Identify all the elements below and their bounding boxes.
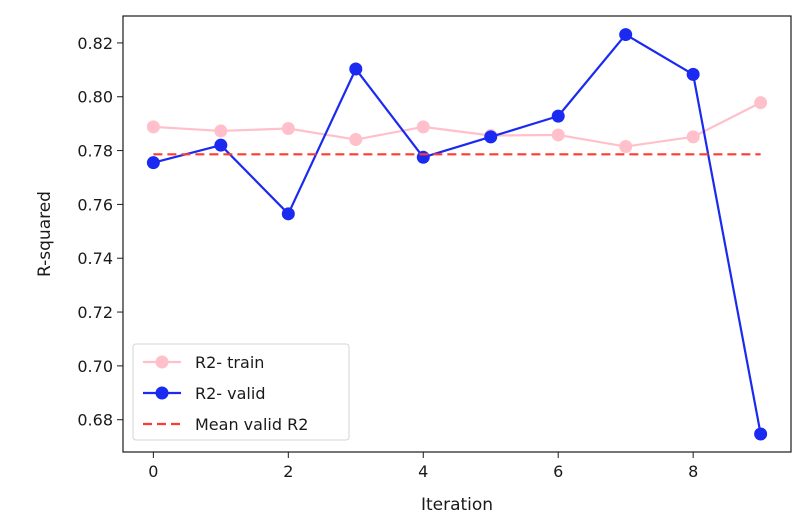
series-0-point	[214, 124, 228, 138]
series-0-point	[146, 120, 160, 134]
series-0-point	[754, 96, 768, 110]
legend-label: R2- train	[195, 353, 264, 372]
series-0-point	[551, 128, 565, 142]
legend-label: Mean valid R2	[195, 415, 308, 434]
series-1-point	[281, 207, 295, 221]
series-1-point	[146, 156, 160, 170]
x-axis-ticks: 0 2 4 6 8	[148, 452, 698, 481]
series-1-point	[754, 427, 768, 441]
legend-swatch-marker	[155, 386, 169, 400]
legend: R2- train R2- valid Mean valid R2	[132, 343, 350, 441]
x-axis-title: Iteration	[421, 495, 493, 515]
x-tick-label: 2	[283, 462, 293, 481]
series-0-point	[349, 133, 363, 147]
y-tick-label: 0.68	[77, 411, 113, 430]
series-0-point	[416, 120, 430, 134]
y-tick-label: 0.78	[77, 142, 113, 161]
legend-frame	[132, 343, 350, 441]
series-1-point	[484, 130, 498, 144]
series-1-point	[349, 62, 363, 76]
y-tick-label: 0.70	[77, 357, 113, 376]
x-tick-label: 4	[418, 462, 428, 481]
y-tick-label: 0.82	[77, 34, 113, 53]
series-layer	[146, 28, 768, 441]
x-tick-label: 8	[688, 462, 698, 481]
x-tick-label: 0	[148, 462, 158, 481]
series-1-point	[686, 67, 700, 81]
y-axis-title: R-squared	[35, 191, 55, 277]
series-0-line	[153, 101, 762, 148]
legend-swatch-marker	[155, 355, 169, 369]
y-tick-label: 0.72	[77, 303, 113, 322]
series-1-line	[153, 33, 762, 435]
series-1-point	[214, 138, 228, 152]
y-tick-label: 0.80	[77, 88, 113, 107]
x-tick-label: 6	[553, 462, 563, 481]
series-0-point	[619, 140, 633, 154]
series-1-point	[619, 28, 633, 42]
legend-label: R2- valid	[195, 384, 265, 403]
y-tick-label: 0.76	[77, 195, 113, 214]
y-axis-ticks: 0.68 0.70 0.72 0.74 0.76 0.78 0.80 0.82	[77, 34, 123, 430]
series-1-point	[551, 109, 565, 123]
series-0-point	[281, 121, 295, 135]
y-tick-label: 0.74	[77, 249, 113, 268]
series-1-point	[416, 150, 430, 164]
series-0-point	[686, 130, 700, 144]
